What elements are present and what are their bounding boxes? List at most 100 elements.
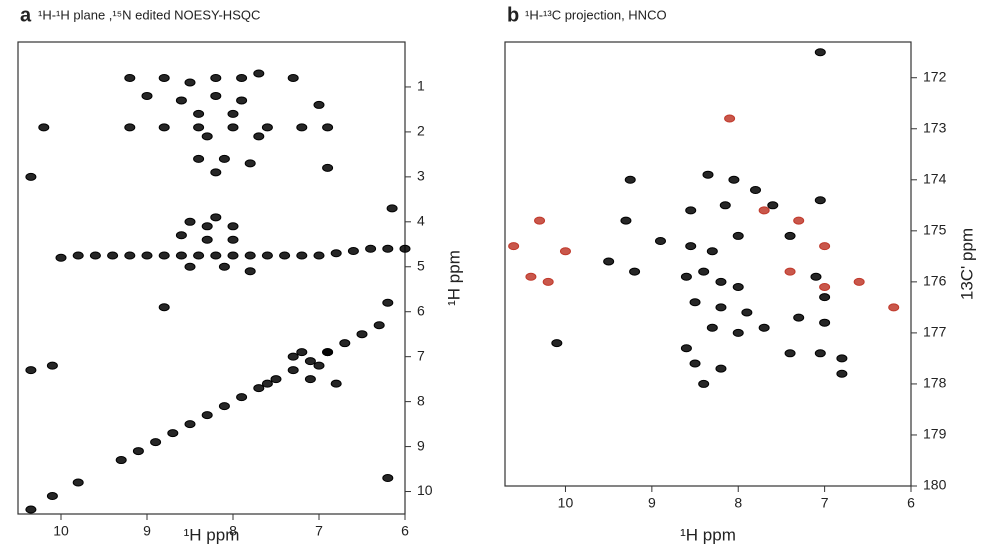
peak xyxy=(732,328,744,337)
peak xyxy=(244,159,256,168)
peak xyxy=(382,298,394,307)
peak xyxy=(236,73,248,82)
peak xyxy=(296,348,308,357)
peak xyxy=(201,132,213,141)
peak xyxy=(25,505,37,514)
peak xyxy=(227,251,239,260)
peak xyxy=(25,172,37,181)
peak xyxy=(399,244,411,253)
peak xyxy=(193,123,205,132)
peak xyxy=(814,349,826,358)
peak xyxy=(72,478,84,487)
peak xyxy=(72,251,84,260)
peak xyxy=(382,474,394,483)
peak xyxy=(55,253,67,262)
peak xyxy=(270,375,282,384)
y-tick-label: 7 xyxy=(417,347,425,363)
peak xyxy=(201,222,213,231)
y-tick-label: 175 xyxy=(923,222,947,238)
peak xyxy=(836,354,848,363)
x-tick-label: 10 xyxy=(53,523,69,539)
y-tick-label: 9 xyxy=(417,437,425,453)
peak xyxy=(184,262,196,271)
peak xyxy=(304,375,316,384)
peak xyxy=(784,231,796,240)
peak xyxy=(715,364,727,373)
peak xyxy=(89,251,101,260)
peak xyxy=(124,123,136,132)
peak xyxy=(227,123,239,132)
peak xyxy=(719,201,731,210)
peak xyxy=(227,109,239,118)
panel-title: ¹H-¹³C projection, HNCO xyxy=(525,7,667,22)
y-axis-label: 13C' ppm xyxy=(957,228,976,300)
peak xyxy=(296,251,308,260)
peak xyxy=(603,257,615,266)
x-tick-label: 8 xyxy=(229,523,237,539)
peak xyxy=(253,384,265,393)
y-tick-label: 177 xyxy=(923,324,947,340)
peak xyxy=(654,237,666,246)
peak xyxy=(236,393,248,402)
peak xyxy=(158,303,170,312)
peak xyxy=(728,175,740,184)
peak xyxy=(836,369,848,378)
peak xyxy=(296,123,308,132)
peak xyxy=(386,204,398,213)
peak xyxy=(525,272,537,281)
peak xyxy=(685,206,697,215)
peak xyxy=(210,91,222,100)
panel-title: ¹H-¹H plane ,¹⁵N edited NOESY-HSQC xyxy=(38,7,260,22)
peak xyxy=(313,361,325,370)
peak xyxy=(124,251,136,260)
peak xyxy=(158,73,170,82)
peak xyxy=(347,247,359,256)
peak xyxy=(201,411,213,420)
peak xyxy=(227,235,239,244)
x-tick-label: 7 xyxy=(821,495,829,511)
peak xyxy=(141,251,153,260)
peak xyxy=(793,216,805,225)
peak xyxy=(732,282,744,291)
peak xyxy=(365,244,377,253)
y-tick-label: 2 xyxy=(417,123,425,139)
peak xyxy=(620,216,632,225)
peak xyxy=(551,339,563,348)
peak xyxy=(46,492,58,501)
peak xyxy=(184,420,196,429)
peak xyxy=(175,251,187,260)
peak xyxy=(236,96,248,105)
peak xyxy=(141,91,153,100)
y-tick-label: 4 xyxy=(417,213,425,229)
peak xyxy=(201,235,213,244)
peak xyxy=(261,123,273,132)
plot-frame xyxy=(504,41,912,487)
peak xyxy=(624,175,636,184)
peak xyxy=(814,48,826,57)
peak xyxy=(253,132,265,141)
peak xyxy=(193,251,205,260)
peak xyxy=(150,438,162,447)
peak xyxy=(210,213,222,222)
peak xyxy=(819,293,831,302)
peak xyxy=(261,251,273,260)
peak xyxy=(814,196,826,205)
peak xyxy=(819,242,831,251)
peak xyxy=(167,429,179,438)
y-axis-label: ¹H ppm xyxy=(444,250,463,306)
peak xyxy=(253,69,265,78)
peak xyxy=(38,123,50,132)
peak xyxy=(689,359,701,368)
peak xyxy=(732,231,744,240)
y-tick-label: 1 xyxy=(417,78,425,94)
peak xyxy=(680,344,692,353)
peak xyxy=(330,379,342,388)
peak xyxy=(508,242,520,251)
peak xyxy=(758,206,770,215)
peak xyxy=(767,201,779,210)
peak xyxy=(689,298,701,307)
peak xyxy=(356,330,368,339)
y-tick-label: 5 xyxy=(417,257,425,273)
peak xyxy=(698,379,710,388)
